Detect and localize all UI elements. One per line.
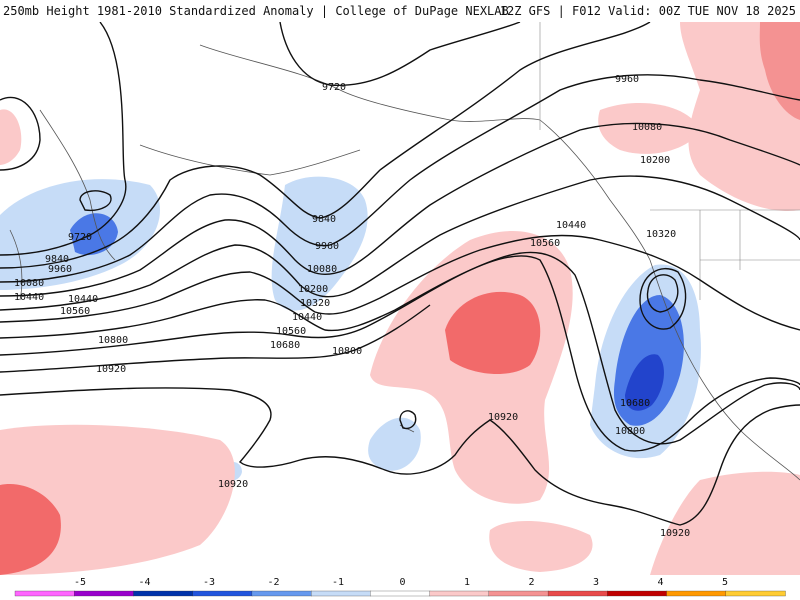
contour-low-east-2: [639, 267, 687, 330]
contour-label: 10200: [298, 284, 328, 295]
contour-10080-west: [0, 74, 800, 283]
aleutian-chain: [139, 144, 361, 176]
contour-label: 10680: [270, 340, 300, 351]
contour-label: 10440: [556, 220, 586, 231]
legend-color-swatch: [192, 590, 253, 597]
legend-color-swatch: [251, 590, 312, 597]
contour-label: 10800: [615, 426, 645, 437]
legend-color-swatch: [133, 590, 194, 597]
height-anomaly-map: 9720 9720 9840 9960 10080 10440 10440 10…: [0, 22, 800, 575]
map-title: 250mb Height 1981-2010 Standardized Anom…: [3, 4, 509, 18]
legend-color-swatch: [74, 590, 135, 597]
negative-anomaly-east-core: [625, 354, 664, 411]
legend-color-swatch: [14, 590, 75, 597]
positive-anomaly-central-core: [445, 291, 541, 375]
contour-label: 10920: [488, 412, 518, 423]
legend-color-swatch: [547, 590, 608, 597]
contour-label: 10560: [60, 306, 90, 317]
legend-color-swatch: [311, 590, 372, 597]
legend-color-bar: [14, 590, 786, 597]
legend-tick-label: -2: [267, 577, 279, 588]
contour-label: 9960: [48, 264, 72, 275]
negative-anomaly-central-trough: [271, 176, 368, 311]
contour-10800: [0, 304, 431, 373]
legend-color-swatch: [488, 590, 549, 597]
contour-label: 10920: [218, 479, 248, 490]
contour-label: 10080: [632, 122, 662, 133]
legend-tick-label: 3: [593, 577, 599, 588]
legend-color-swatch: [607, 590, 668, 597]
political-borders: [539, 22, 800, 300]
kamchatka-coast: [39, 109, 116, 261]
contour-label: 9840: [45, 254, 69, 265]
positive-anomaly-southwest-core: [0, 484, 61, 575]
alaska-coast: [199, 44, 541, 122]
legend-tick-label: -3: [203, 577, 215, 588]
contour-label: 10920: [660, 528, 690, 539]
contour-label: 9840: [312, 214, 336, 225]
legend-tick-label: 2: [528, 577, 534, 588]
legend-color-swatch: [370, 590, 431, 597]
contour-label: 9960: [615, 74, 639, 85]
legend-tick-label: 4: [657, 577, 663, 588]
positive-anomaly-south-central: [489, 520, 593, 572]
legend-tick-label: 5: [722, 577, 728, 588]
contour-9960-west: [0, 22, 651, 269]
contour-9720-west: [79, 190, 112, 212]
contour-9720-ring: [0, 96, 41, 171]
legend-tick-label: -1: [332, 577, 344, 588]
positive-anomaly-northeast: [598, 102, 700, 154]
japan-coast: [9, 229, 23, 301]
legend-color-swatch: [429, 590, 490, 597]
contour-label: 9720: [322, 82, 346, 93]
legend-color-swatch: [666, 590, 727, 597]
contour-label: 10320: [300, 298, 330, 309]
contour-10920: [0, 387, 800, 526]
anomaly-color-legend: -5 -4 -3 -2 -1 0 1 2 3 4 5: [14, 577, 786, 597]
height-contours: [0, 22, 800, 526]
contour-10680: [0, 255, 800, 452]
legend-color-swatch: [725, 590, 786, 597]
contour-9720-north: [279, 22, 521, 87]
title-bar: 250mb Height 1981-2010 Standardized Anom…: [0, 0, 800, 22]
legend-tick-label: 1: [464, 577, 470, 588]
contour-label: 10800: [98, 335, 128, 346]
contour-label: 10320: [646, 229, 676, 240]
legend-tick-labels: -5 -4 -3 -2 -1 0 1 2 3 4 5: [74, 577, 728, 588]
contour-label: 10440: [292, 312, 322, 323]
contour-label: 10440: [68, 294, 98, 305]
contour-label: 10800: [332, 346, 362, 357]
contour-labels: 9720 9720 9840 9960 10080 10440 10440 10…: [14, 74, 690, 539]
legend-tick-label: -5: [74, 577, 86, 588]
contour-10200: [0, 122, 800, 297]
legend-tick-label: 0: [399, 577, 405, 588]
model-valid-time: 12Z GFS | F012 Valid: 00Z TUE NOV 18 202…: [499, 4, 796, 18]
contour-label: 9960: [315, 241, 339, 252]
contour-label: 10560: [530, 238, 560, 249]
contour-label: 10080: [14, 278, 44, 289]
positive-anomaly-canada-core: [759, 22, 800, 120]
contour-label: 9720: [68, 232, 92, 243]
contour-10440: [0, 234, 800, 331]
contour-hawaii: [399, 410, 417, 430]
us-west-coast: [649, 259, 800, 481]
contour-label: 10680: [620, 398, 650, 409]
contour-label: 10920: [96, 364, 126, 375]
positive-anomaly-northwest: [0, 109, 22, 165]
contour-label: 10080: [307, 264, 337, 275]
anomaly-shading: [0, 22, 800, 575]
positive-anomaly-southeast: [650, 471, 800, 575]
legend-tick-label: -4: [138, 577, 150, 588]
contour-low-east-1: [646, 274, 679, 313]
contour-10320: [0, 175, 800, 311]
contour-9840-west: [0, 22, 127, 256]
contour-label: 10560: [276, 326, 306, 337]
contour-label: 10440: [14, 292, 44, 303]
negative-anomaly-hawaii: [368, 417, 421, 471]
contour-label: 10200: [640, 155, 670, 166]
contour-10560: [0, 251, 800, 445]
